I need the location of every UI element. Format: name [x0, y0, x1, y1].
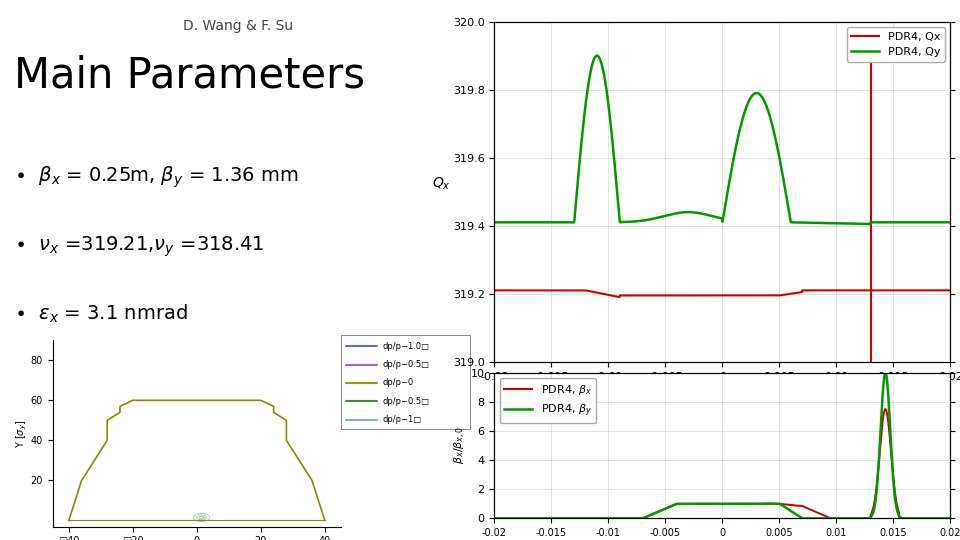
Text: dp/p−0.5□: dp/p−0.5□ [382, 397, 429, 406]
Text: dp/p−0.5□: dp/p−0.5□ [382, 360, 429, 369]
Text: $\bullet$  $\nu_x$ =319.21,$\nu_y$ =318.41: $\bullet$ $\nu_x$ =319.21,$\nu_y$ =318.4… [14, 235, 265, 259]
Text: $\bullet$  $\beta_x$ = 0.25m, $\beta_y$ = 1.36 mm: $\bullet$ $\beta_x$ = 0.25m, $\beta_y$ =… [14, 165, 299, 190]
Text: dp/p−1□: dp/p−1□ [382, 415, 421, 424]
Text: $\bullet$  DA (on-momentum):: $\bullet$ DA (on-momentum): [57, 427, 228, 444]
Y-axis label: $Q_x$: $Q_x$ [432, 176, 451, 192]
Text: Main Parameters: Main Parameters [14, 54, 365, 96]
Legend: PDR4, Qx, PDR4, Qy: PDR4, Qx, PDR4, Qy [847, 27, 945, 62]
Text: dp/p−0: dp/p−0 [382, 379, 414, 388]
Text: dp/p−1.0□: dp/p−1.0□ [382, 342, 429, 350]
Legend: PDR4, $\beta_x$, PDR4, $\beta_y$: PDR4, $\beta_x$, PDR4, $\beta_y$ [500, 378, 596, 423]
Text: D. Wang & F. Su: D. Wang & F. Su [182, 19, 293, 33]
Text: Arc sextupole:: Arc sextupole: [57, 359, 184, 374]
Y-axis label: Y $[\sigma_y]$: Y $[\sigma_y]$ [15, 419, 30, 448]
Y-axis label: $\beta_x/\beta_{x,0}$: $\beta_x/\beta_{x,0}$ [453, 427, 468, 464]
Text: 2  groups: 2 groups [57, 394, 139, 409]
Text: $\bullet$  $\epsilon_x$ = 3.1 nmrad: $\bullet$ $\epsilon_x$ = 3.1 nmrad [14, 302, 188, 325]
Text: $27\sigma_x \times 57\sigma_y$: $27\sigma_x \times 57\sigma_y$ [254, 427, 342, 447]
